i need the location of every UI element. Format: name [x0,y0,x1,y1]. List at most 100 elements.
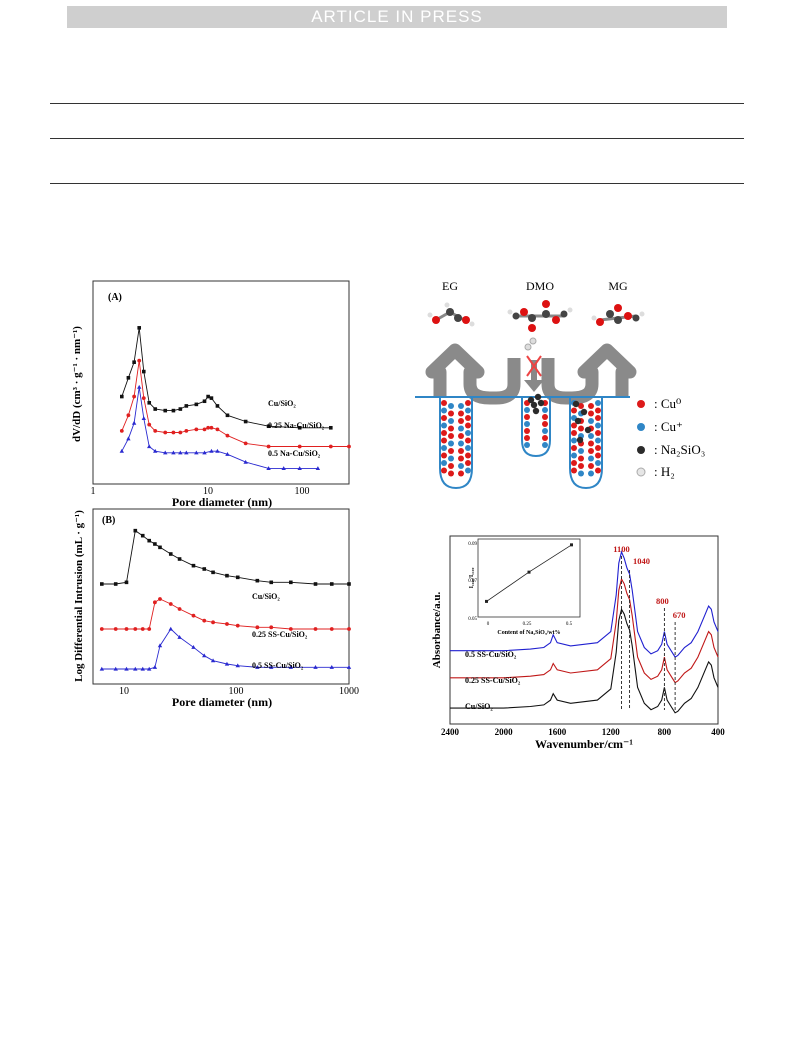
figure-a-series-2-point [131,420,137,425]
figure-b-series-0-point [329,582,334,586]
figure-b-series-1-point [288,627,293,631]
ir-xtick-label: 2400 [441,727,460,737]
ir-inset-ytick-005: 0.05 [468,617,477,622]
figure-a-series-0-point [137,326,142,330]
pore-particle [578,455,584,462]
figure-a-series-1-point [347,444,351,449]
pore-particle [524,407,530,413]
h2-atom-icon [524,343,532,351]
figure-b-series-0-point [153,542,157,546]
pore-particle [542,414,548,420]
figure-a-series-0-point [132,360,136,364]
na2sio3-particle [580,408,588,416]
figure-a-series-0-point [120,394,124,399]
na2sio3-particle [532,407,540,415]
pore-particle [571,460,577,466]
figure-b-ylabel: Log Differential Intrusion (mL · g⁻¹) [73,510,85,682]
pore-particle [448,425,454,432]
figure-a-series-1-point [266,444,271,449]
figure-b-series-1-point [99,627,104,631]
figure-a-series-0-point [225,413,230,418]
ir-inset-xlabel: Content of Na₂SiO₃/wt% [497,630,560,636]
pore-particle [448,470,454,477]
ir-series-label-05: 0.5 SS-Cu/SiO₂ [465,650,517,659]
figure-a-series-1-point [194,427,199,432]
figure-a-series-2-point [281,466,286,470]
pore-particle [465,400,471,406]
figure-b-series-1-point [152,600,157,605]
pore-particle [448,455,454,462]
na2sio3-particle [584,426,592,434]
figure-b-series-2-point [288,665,294,669]
figure-a-series-2-point [243,459,248,464]
pore-particle [542,435,548,441]
figure-a-series-0-point [178,407,183,411]
figure-b-series-2-point [140,666,145,671]
mg-molecule-icon [591,304,645,326]
figure-a-series-1-point [215,427,220,432]
figure-b-series-1-point [168,602,173,606]
figure-a-series-0-point [141,369,146,374]
figure-b-series-2-point [255,665,260,669]
pore-particle [448,418,454,424]
figure-a-series-1-point [147,422,152,427]
figure-a-series-2-point [266,466,271,470]
figure-b-series-0-point [211,570,215,575]
figure-b-series-2-point [235,663,240,668]
ir-xtick-label: 1600 [548,727,567,737]
ir-series-label-025: 0.25 SS-Cu/SiO₂ [465,676,521,685]
label-mg: MG [608,279,628,293]
figure-a-series-2-point [119,448,125,453]
pore-particle [524,442,530,448]
figure-a-series-1-point [328,444,333,449]
figure-b-series-0-point [140,533,145,538]
pore-channel-2 [521,397,551,458]
figure-b-series-1-point [158,597,162,601]
pore-particle [595,445,601,451]
figure-b-series-0-point [168,552,173,556]
figure-a-series-1-point [243,441,248,446]
figure-b-series-label-05: 0.5 SS-Cu/SiO₂ [252,661,304,670]
ir-xtick-label: 800 [658,727,672,737]
ir-xtick-label: 400 [711,727,725,737]
pore-particle [578,448,584,454]
figure-b-series-2-point [99,666,105,671]
figure-a-series-2-point [202,450,207,455]
pore-particle [578,463,584,469]
pore-particle [588,470,594,477]
header-rule-1 [50,103,744,104]
figure-b-series-1-point [124,627,129,631]
pore-particle [465,437,471,444]
blocked-cross-icon [526,355,542,377]
ir-inset-xtick-05: 0.5 [566,622,573,627]
figure-a-series-2-point [137,384,142,389]
figure-b-series-0-point [255,578,260,583]
figure-b-series-1-point [140,627,145,631]
pore-particle [571,452,577,459]
figure-a-series-1-point [153,429,158,433]
figure-a-frame [92,280,350,485]
legend-h2-label: : H₂ [654,464,675,479]
ir-series-2-line [450,607,719,714]
na2sio3-particle [537,399,545,407]
figure-b-series-2-point [157,643,163,648]
figure-b-series-0-point [158,545,162,550]
figure-b-panel-label: (B) [102,515,115,526]
pore-particle [465,415,471,421]
figure-b-series-2-point [168,626,173,631]
figure-b-series-0-point [100,582,104,586]
pore-particle [458,448,464,454]
dmo-molecule-icon [507,300,573,332]
pore-particle [595,467,601,474]
figure-a-series-1-point [126,413,131,418]
pore-particle [542,442,548,448]
legend-h2-dot [636,467,646,477]
ir-inset-frame [477,538,581,618]
pore-particle [458,433,464,439]
pore-particle [448,448,454,454]
legend-cu-plus-dot [637,423,645,431]
figure-a-series-0-point [209,396,214,400]
figure-b-series-1-point [313,627,318,631]
